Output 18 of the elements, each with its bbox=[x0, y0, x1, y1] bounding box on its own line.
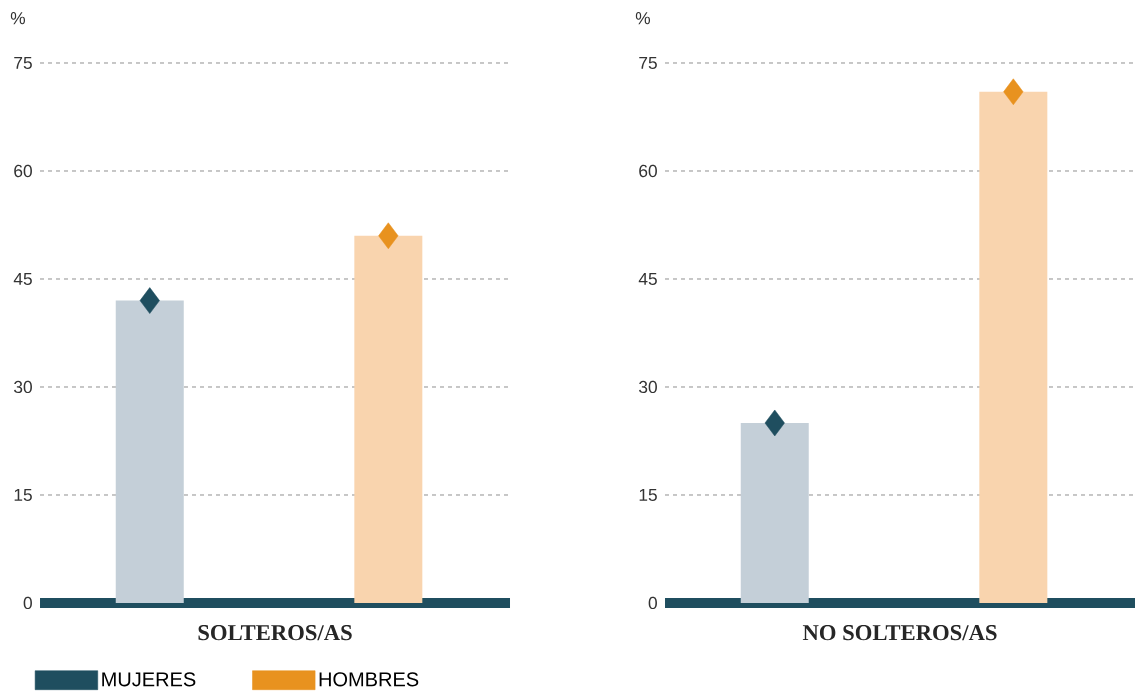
y-tick-label: 60 bbox=[14, 164, 32, 178]
y-tick-label: 15 bbox=[639, 488, 657, 502]
legend-label: HOMBRES bbox=[319, 672, 419, 687]
y-tick-label: 0 bbox=[23, 596, 32, 610]
y-axis-title: % bbox=[10, 12, 26, 25]
y-tick-label: 30 bbox=[639, 380, 657, 394]
y-tick-label: 75 bbox=[14, 56, 32, 70]
y-tick-label: 15 bbox=[14, 488, 32, 502]
x-axis-title: SOLTEROS/AS bbox=[198, 625, 352, 641]
y-tick-label: 30 bbox=[14, 380, 32, 394]
y-tick-label: 45 bbox=[13, 272, 32, 286]
y-tick-label: 75 bbox=[639, 56, 657, 70]
y-axis-title: % bbox=[635, 12, 651, 25]
y-tick-label: 0 bbox=[648, 596, 657, 610]
y-tick-label: 45 bbox=[638, 272, 657, 286]
x-axis-title: NO SOLTEROS/AS bbox=[802, 625, 997, 641]
legend-label: MUJERES bbox=[102, 672, 196, 687]
y-tick-label: 60 bbox=[639, 164, 657, 178]
